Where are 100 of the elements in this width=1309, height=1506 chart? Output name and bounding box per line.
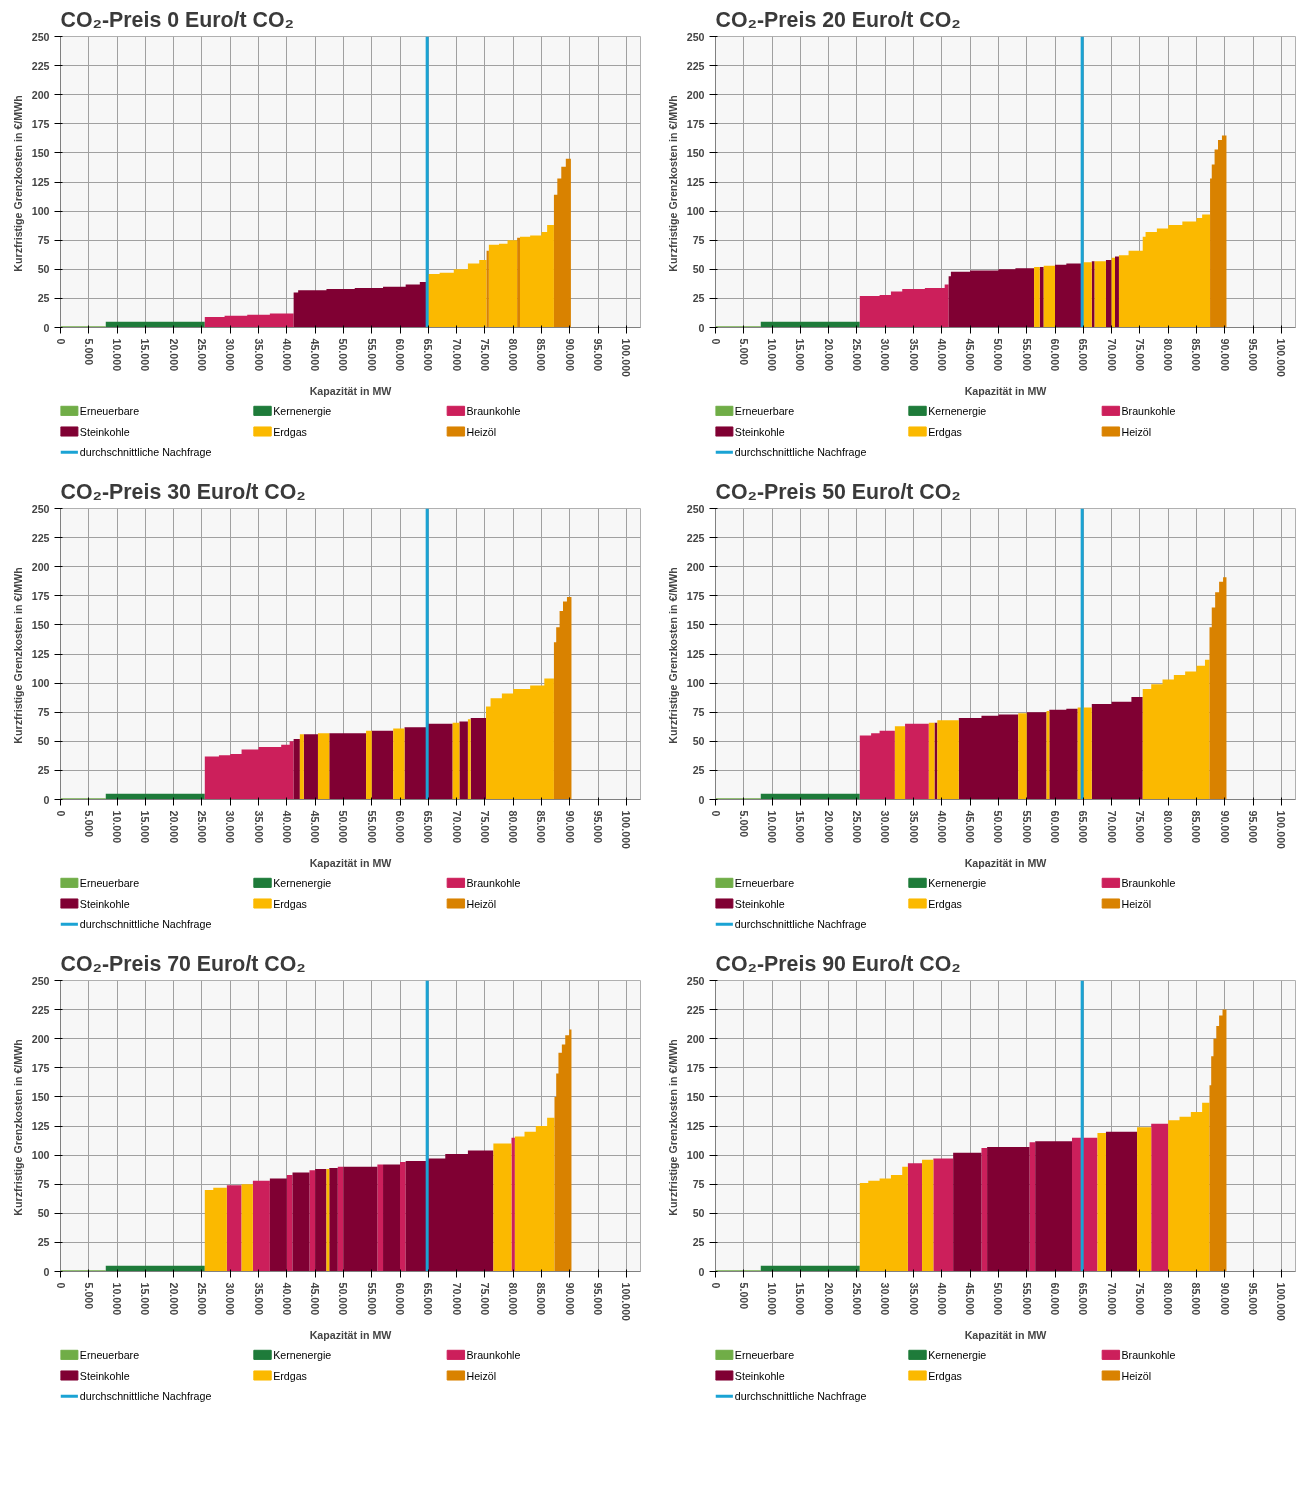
x-tick-label: 5.000: [737, 810, 750, 838]
x-axis-title: Kapazität in MW: [309, 385, 393, 398]
legend-label: Erdgas: [273, 425, 307, 438]
x-tick-label: 80.000: [507, 810, 520, 844]
y-tick-label: 225: [686, 59, 705, 72]
x-tick-label: 40.000: [280, 1282, 293, 1316]
x-tick-label: 0: [709, 338, 722, 345]
legend-label: Heizöl: [466, 897, 497, 910]
x-tick-label: 0: [709, 810, 722, 817]
y-tick-label: 150: [31, 146, 50, 159]
y-tick-label: 175: [686, 589, 705, 602]
x-tick-label: 10.000: [766, 810, 779, 844]
legend-label: Erdgas: [273, 897, 307, 910]
x-tick-label: 40.000: [935, 338, 948, 372]
x-tick-label: 10.000: [111, 1282, 124, 1316]
x-tick-label: 30.000: [879, 810, 892, 844]
y-tick-label: 175: [686, 1061, 705, 1074]
x-tick-label: 80.000: [1162, 338, 1175, 372]
y-tick-label: 75: [37, 706, 50, 719]
x-tick-label: 50.000: [337, 1282, 350, 1316]
x-tick-label: 80.000: [507, 1282, 520, 1316]
x-tick-label: 90.000: [1218, 338, 1231, 372]
x-tick-label: 15.000: [794, 810, 807, 844]
y-tick-label: 225: [31, 531, 50, 544]
legend-label: Erneuerbare: [79, 876, 140, 889]
x-tick-label: 70.000: [450, 810, 463, 844]
y-tick-label: 200: [31, 88, 50, 101]
x-tick-label: 45.000: [964, 1282, 977, 1316]
y-tick-label: 0: [43, 1265, 50, 1278]
x-tick-label: 30.000: [224, 810, 237, 844]
y-tick-label: 250: [686, 974, 705, 987]
y-tick-label: 125: [31, 1120, 50, 1132]
x-tick-label: 95.000: [1247, 1282, 1260, 1316]
y-tick-label: 225: [686, 1003, 705, 1016]
legend-label: durchschnittliche Nachfrage: [79, 1390, 212, 1403]
y-tick-label: 200: [686, 560, 705, 573]
x-tick-label: 30.000: [879, 338, 892, 372]
x-tick-label: 90.000: [1218, 810, 1231, 844]
x-tick-label: 60.000: [394, 1282, 407, 1316]
x-tick-label: 65.000: [1077, 810, 1090, 844]
x-tick-label: 50.000: [992, 810, 1005, 844]
legend-label: Braunkohle: [1121, 404, 1176, 417]
legend-label: Kernenergie: [928, 876, 987, 889]
chart-title: CO₂-Preis 50 Euro/t CO₂: [715, 479, 961, 504]
y-tick-label: 200: [686, 1032, 705, 1045]
x-tick-label: 55.000: [1020, 810, 1033, 844]
legend-label: durchschnittliche Nachfrage: [734, 918, 867, 931]
x-tick-label: 0: [54, 1282, 67, 1289]
y-tick-label: 175: [686, 117, 705, 130]
legend-label: Erdgas: [273, 1369, 307, 1382]
x-tick-label: 50.000: [992, 1282, 1005, 1316]
chart-title: CO₂-Preis 0 Euro/t CO₂: [60, 7, 294, 32]
x-tick-label: 95.000: [1247, 810, 1260, 844]
x-tick-label: 60.000: [1049, 810, 1062, 844]
y-tick-label: 200: [31, 560, 50, 573]
x-tick-label: 20.000: [822, 810, 835, 844]
x-tick-label: 40.000: [280, 810, 293, 844]
legend-label: Heizöl: [1121, 897, 1152, 910]
y-tick-label: 125: [686, 176, 705, 188]
x-tick-label: 5.000: [737, 338, 750, 366]
y-axis-title: Kurzfristige Grenzkosten in €/MWh: [11, 1039, 24, 1216]
x-tick-label: 55.000: [365, 1282, 378, 1316]
y-tick-label: 150: [31, 618, 50, 631]
x-tick-label: 60.000: [1049, 1282, 1062, 1316]
x-tick-label: 45.000: [309, 1282, 322, 1316]
legend-label: Heizöl: [466, 425, 497, 438]
legend-label: Steinkohle: [734, 1369, 785, 1382]
x-tick-label: 70.000: [1105, 810, 1118, 844]
y-tick-label: 250: [31, 974, 50, 987]
x-axis-title: Kapazität in MW: [309, 857, 393, 870]
y-tick-label: 250: [686, 502, 705, 515]
y-tick-label: 0: [698, 1265, 705, 1278]
y-tick-label: 225: [31, 1003, 50, 1016]
y-tick-label: 125: [686, 1120, 705, 1132]
x-tick-label: 15.000: [139, 338, 152, 372]
y-tick-label: 100: [31, 205, 50, 218]
x-tick-label: 10.000: [111, 338, 124, 372]
y-tick-label: 125: [686, 648, 705, 660]
y-tick-label: 50: [37, 735, 50, 748]
x-tick-label: 100.000: [620, 810, 633, 850]
legend-label: Erneuerbare: [79, 1348, 140, 1361]
x-tick-label: 30.000: [224, 338, 237, 372]
x-tick-label: 20.000: [822, 1282, 835, 1316]
x-axis-title: Kapazität in MW: [964, 857, 1048, 870]
y-tick-label: 150: [686, 618, 705, 631]
x-tick-label: 15.000: [794, 338, 807, 372]
x-tick-label: 25.000: [850, 338, 863, 372]
x-tick-label: 65.000: [1077, 1282, 1090, 1316]
legend-label: Erdgas: [928, 425, 962, 438]
x-tick-label: 95.000: [592, 338, 605, 372]
legend-label: Braunkohle: [466, 1348, 521, 1361]
x-tick-label: 60.000: [394, 810, 407, 844]
chart-title: CO₂-Preis 30 Euro/t CO₂: [60, 479, 306, 504]
y-tick-label: 100: [686, 1149, 705, 1162]
x-tick-label: 45.000: [964, 338, 977, 372]
x-tick-label: 75.000: [478, 1282, 491, 1316]
legend-label: Erneuerbare: [734, 1348, 795, 1361]
y-tick-label: 50: [692, 1207, 705, 1220]
x-axis-title: Kapazität in MW: [964, 385, 1048, 398]
x-tick-label: 75.000: [1133, 1282, 1146, 1316]
